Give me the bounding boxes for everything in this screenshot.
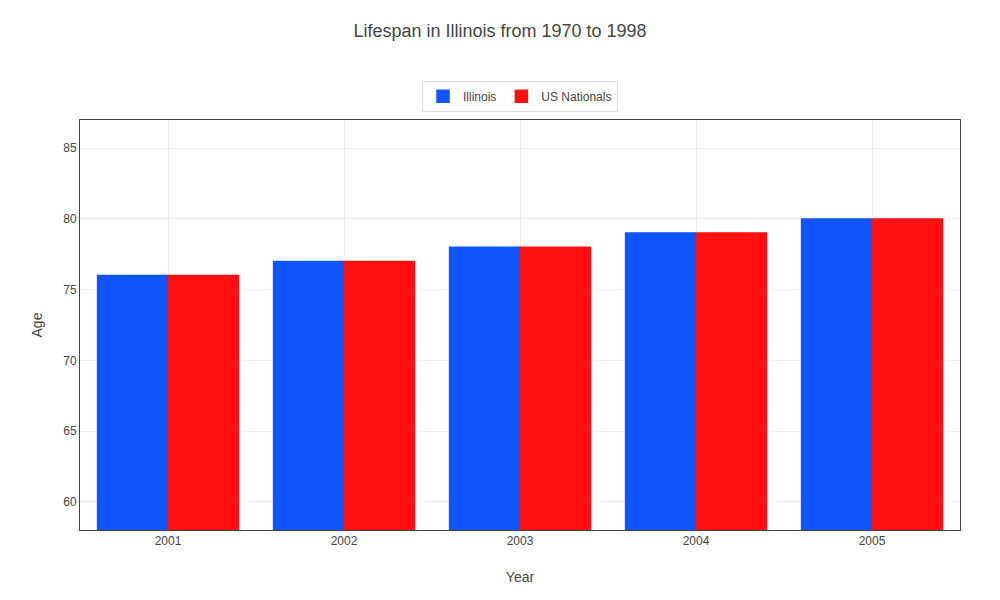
svg-text:2003: 2003 — [507, 534, 534, 548]
svg-text:2005: 2005 — [859, 534, 886, 548]
svg-text:60: 60 — [63, 495, 77, 509]
svg-text:2002: 2002 — [331, 534, 358, 548]
svg-text:Year: Year — [506, 569, 535, 585]
svg-text:70: 70 — [63, 354, 77, 368]
svg-text:65: 65 — [63, 424, 77, 438]
svg-text:85: 85 — [63, 141, 77, 155]
svg-text:2001: 2001 — [155, 534, 182, 548]
svg-text:80: 80 — [63, 212, 77, 226]
svg-text:2004: 2004 — [683, 534, 710, 548]
svg-text:Illinois: Illinois — [463, 90, 496, 104]
svg-text:US Nationals: US Nationals — [541, 90, 611, 104]
svg-text:Age: Age — [29, 312, 45, 337]
svg-text:75: 75 — [63, 283, 77, 297]
svg-text:Lifespan in Illinois from 1970: Lifespan in Illinois from 1970 to 1998 — [353, 21, 646, 41]
